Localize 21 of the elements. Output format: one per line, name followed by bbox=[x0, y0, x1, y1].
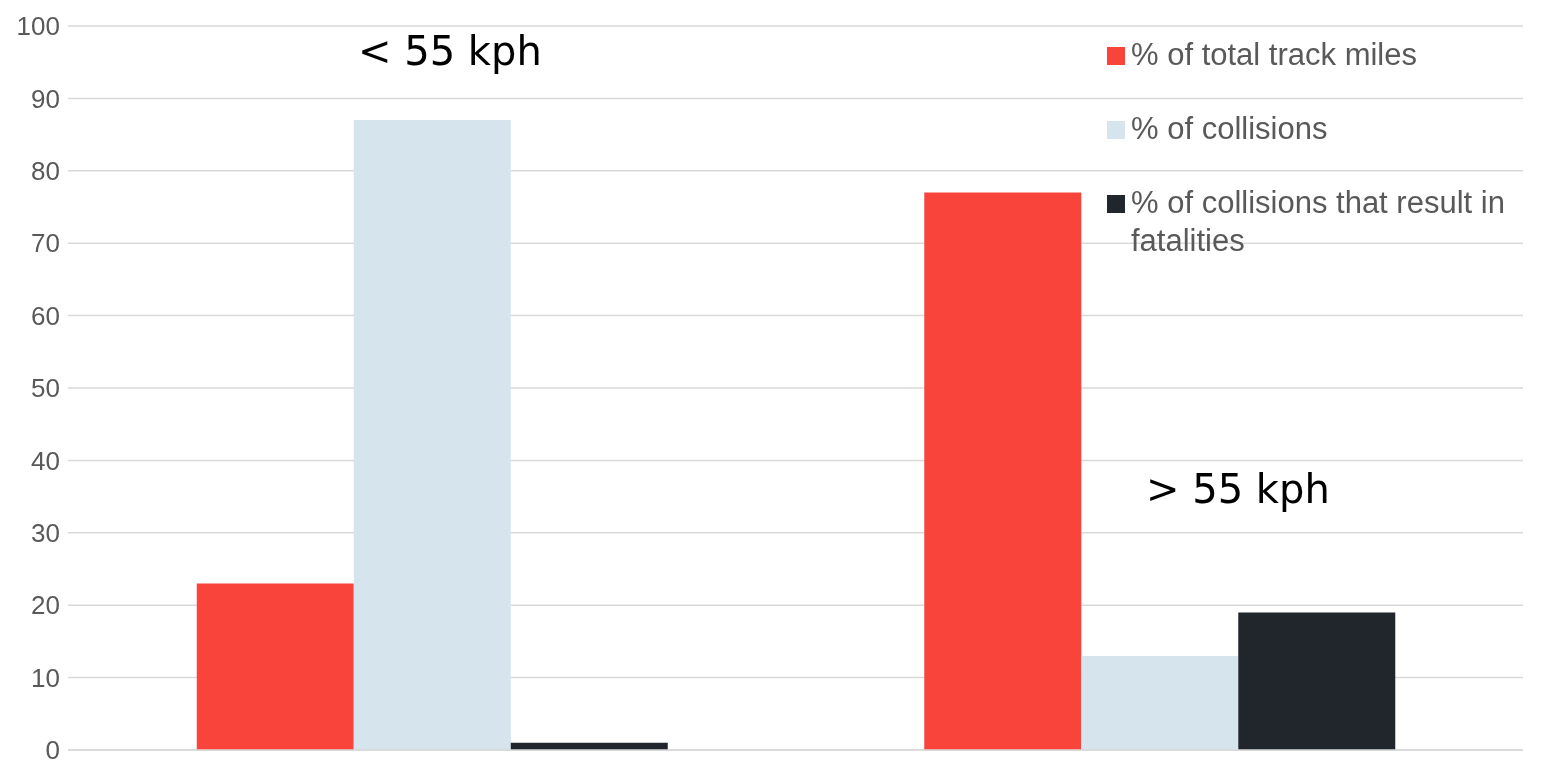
y-tick-label: 10 bbox=[31, 662, 60, 693]
bar bbox=[196, 583, 354, 750]
y-tick-label: 50 bbox=[31, 373, 60, 404]
y-tick-label: 100 bbox=[16, 11, 60, 42]
y-tick-label: 60 bbox=[31, 300, 60, 331]
y-tick-label: 70 bbox=[31, 228, 60, 259]
y-tick-label: 20 bbox=[31, 590, 60, 621]
y-tick-label: 40 bbox=[31, 445, 60, 476]
y-tick-label: 80 bbox=[31, 156, 60, 187]
legend-label: % of collisions that result in fatalities bbox=[1131, 184, 1506, 260]
y-tick-label: 0 bbox=[45, 735, 60, 766]
legend-label: % of collisions bbox=[1131, 110, 1328, 148]
bar bbox=[353, 120, 511, 750]
bar bbox=[924, 192, 1082, 750]
bar bbox=[1081, 655, 1239, 750]
y-tick-label: 90 bbox=[31, 83, 60, 114]
legend-label: % of total track miles bbox=[1131, 36, 1417, 74]
bar bbox=[1238, 612, 1396, 750]
annotation: < 55 kph bbox=[358, 28, 542, 74]
y-tick-label: 30 bbox=[31, 518, 60, 549]
annotation: > 55 kph bbox=[1146, 466, 1330, 512]
